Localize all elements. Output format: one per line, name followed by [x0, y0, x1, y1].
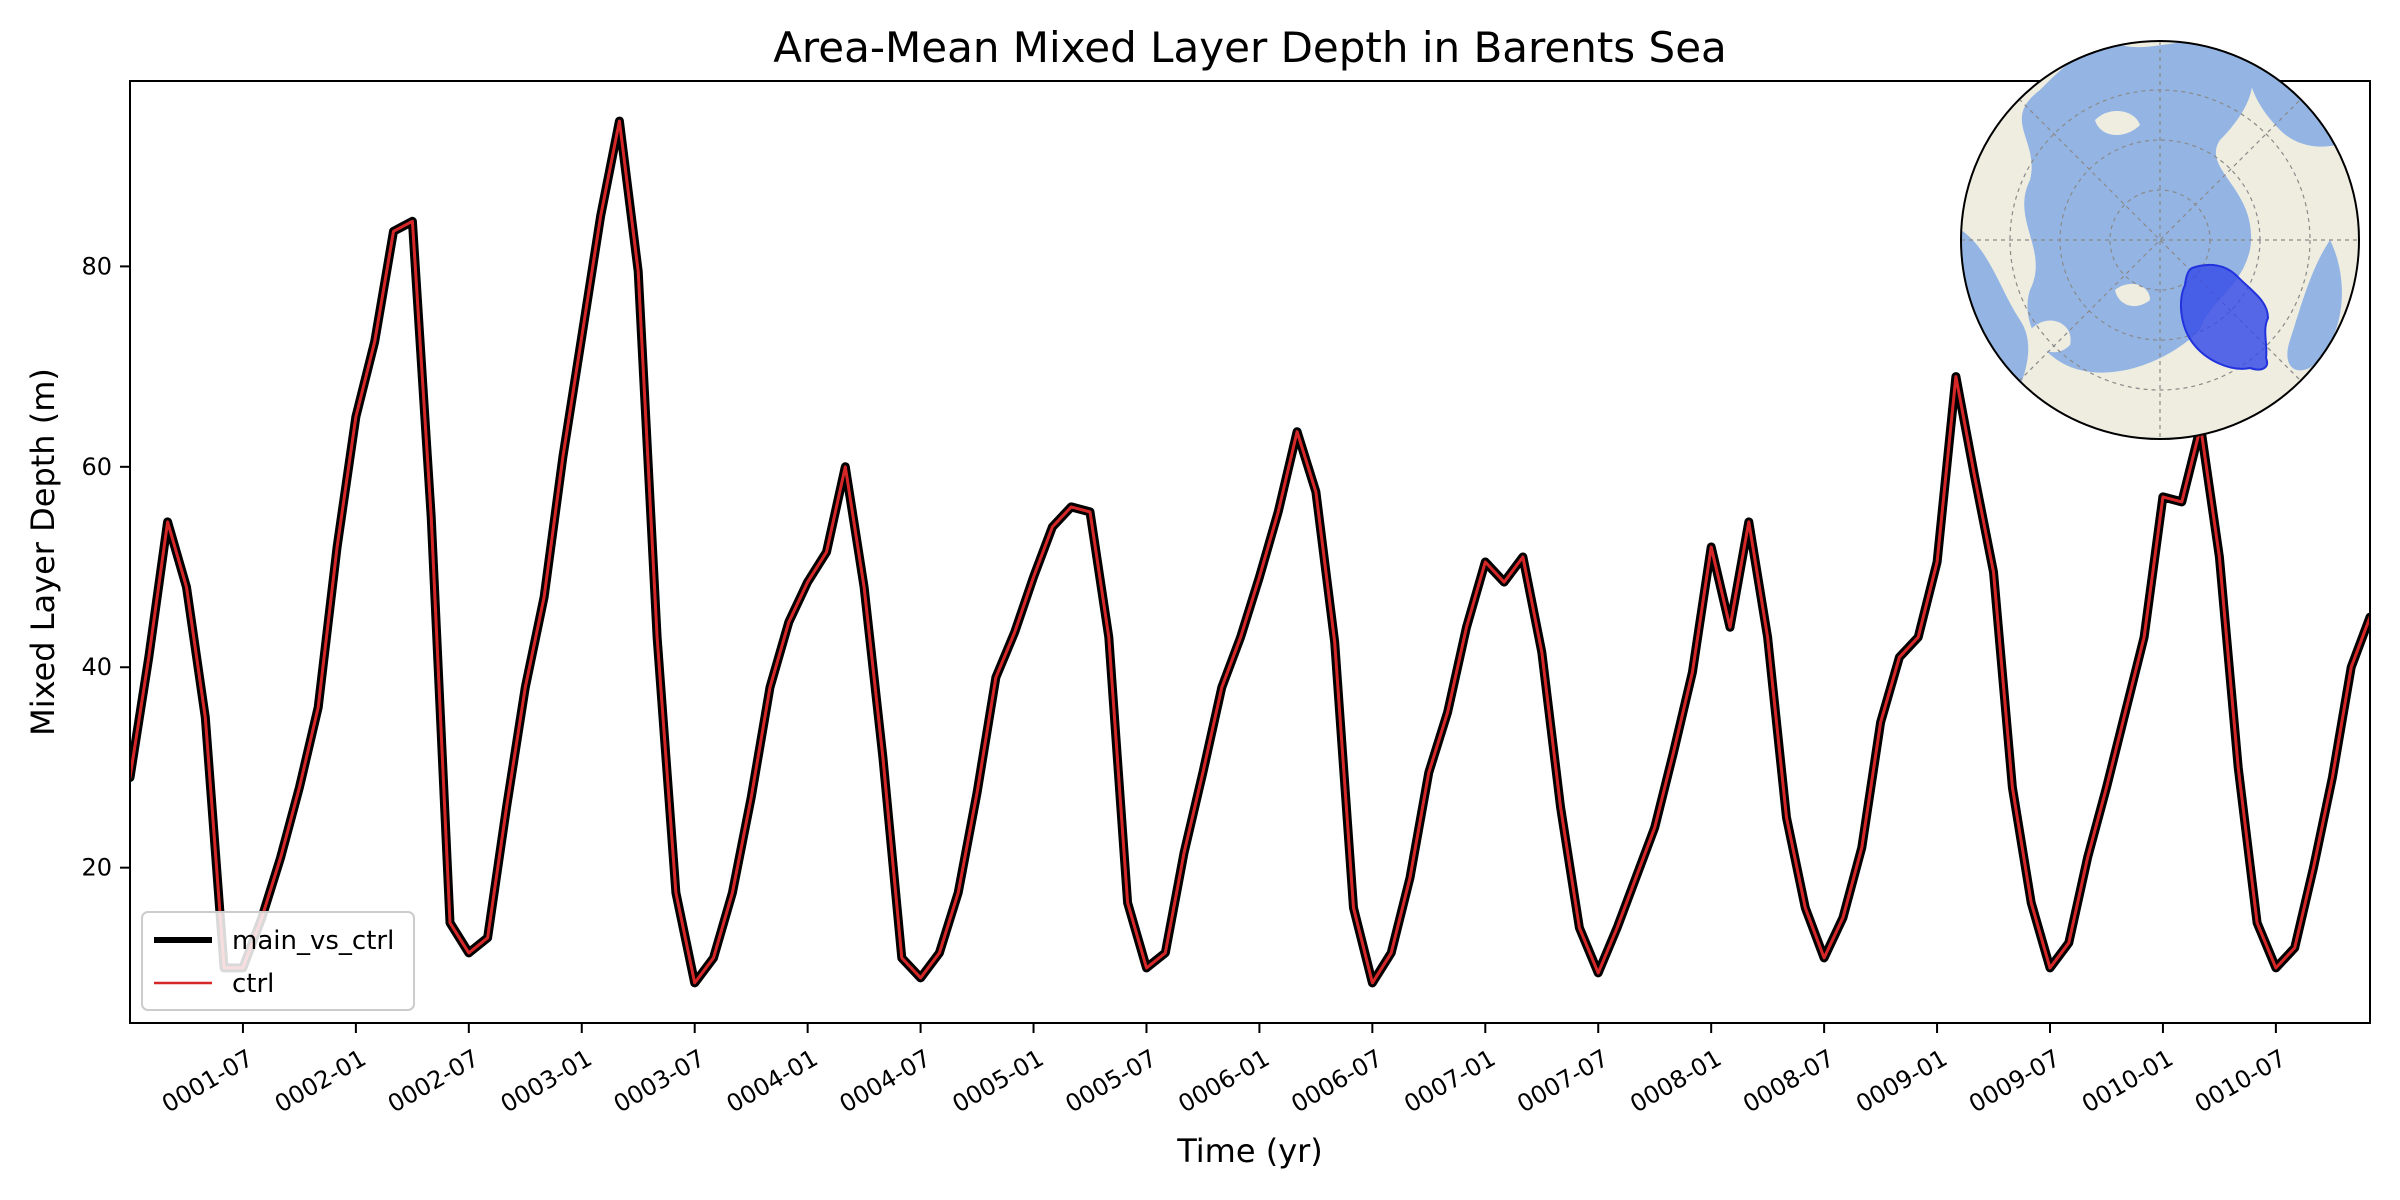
plot-area	[130, 116, 2370, 988]
y-axis-title: Mixed Layer Depth (m)	[24, 368, 62, 736]
inset-map-bay	[2287, 240, 2342, 371]
y-tick-label: 20	[81, 854, 112, 882]
inset-map-barents-region	[2179, 263, 2270, 371]
plot-frame	[129, 80, 2371, 1024]
north-polar-map-icon	[1960, 40, 2360, 440]
legend-box	[141, 911, 415, 1011]
y-tick-label: 80	[81, 252, 112, 280]
chart-title: Area-Mean Mixed Layer Depth in Barents S…	[773, 23, 1727, 72]
y-tick-label: 40	[81, 653, 112, 681]
y-tick-label: 60	[81, 453, 112, 481]
inset-map-graticule	[1961, 41, 2359, 439]
series-line-ctrl	[130, 119, 2370, 985]
legend-label-ctrl: ctrl	[232, 969, 274, 999]
legend: main_vs_ctrl ctrl	[141, 911, 415, 1011]
x-axis-title: Time (yr)	[1176, 1132, 1323, 1170]
inset-map-border	[1960, 40, 2360, 440]
inset-map-island-1	[2095, 110, 2140, 136]
y-axis: 20 40 60 80	[81, 252, 130, 882]
legend-label-main-vs-ctrl: main_vs_ctrl	[232, 926, 394, 956]
inset-map-island-2	[2030, 320, 2071, 353]
inset-map-island-3	[2115, 283, 2150, 307]
